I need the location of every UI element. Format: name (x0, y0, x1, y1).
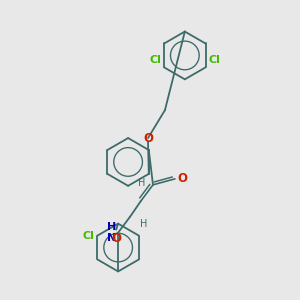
Text: H: H (140, 219, 147, 229)
Text: O: O (111, 232, 121, 244)
Text: H: H (138, 178, 145, 188)
Text: O: O (178, 172, 188, 185)
Text: Cl: Cl (82, 231, 94, 241)
Text: O: O (143, 132, 153, 145)
Text: H
N: H N (107, 222, 116, 243)
Text: Cl: Cl (208, 56, 220, 65)
Text: Cl: Cl (149, 56, 161, 65)
